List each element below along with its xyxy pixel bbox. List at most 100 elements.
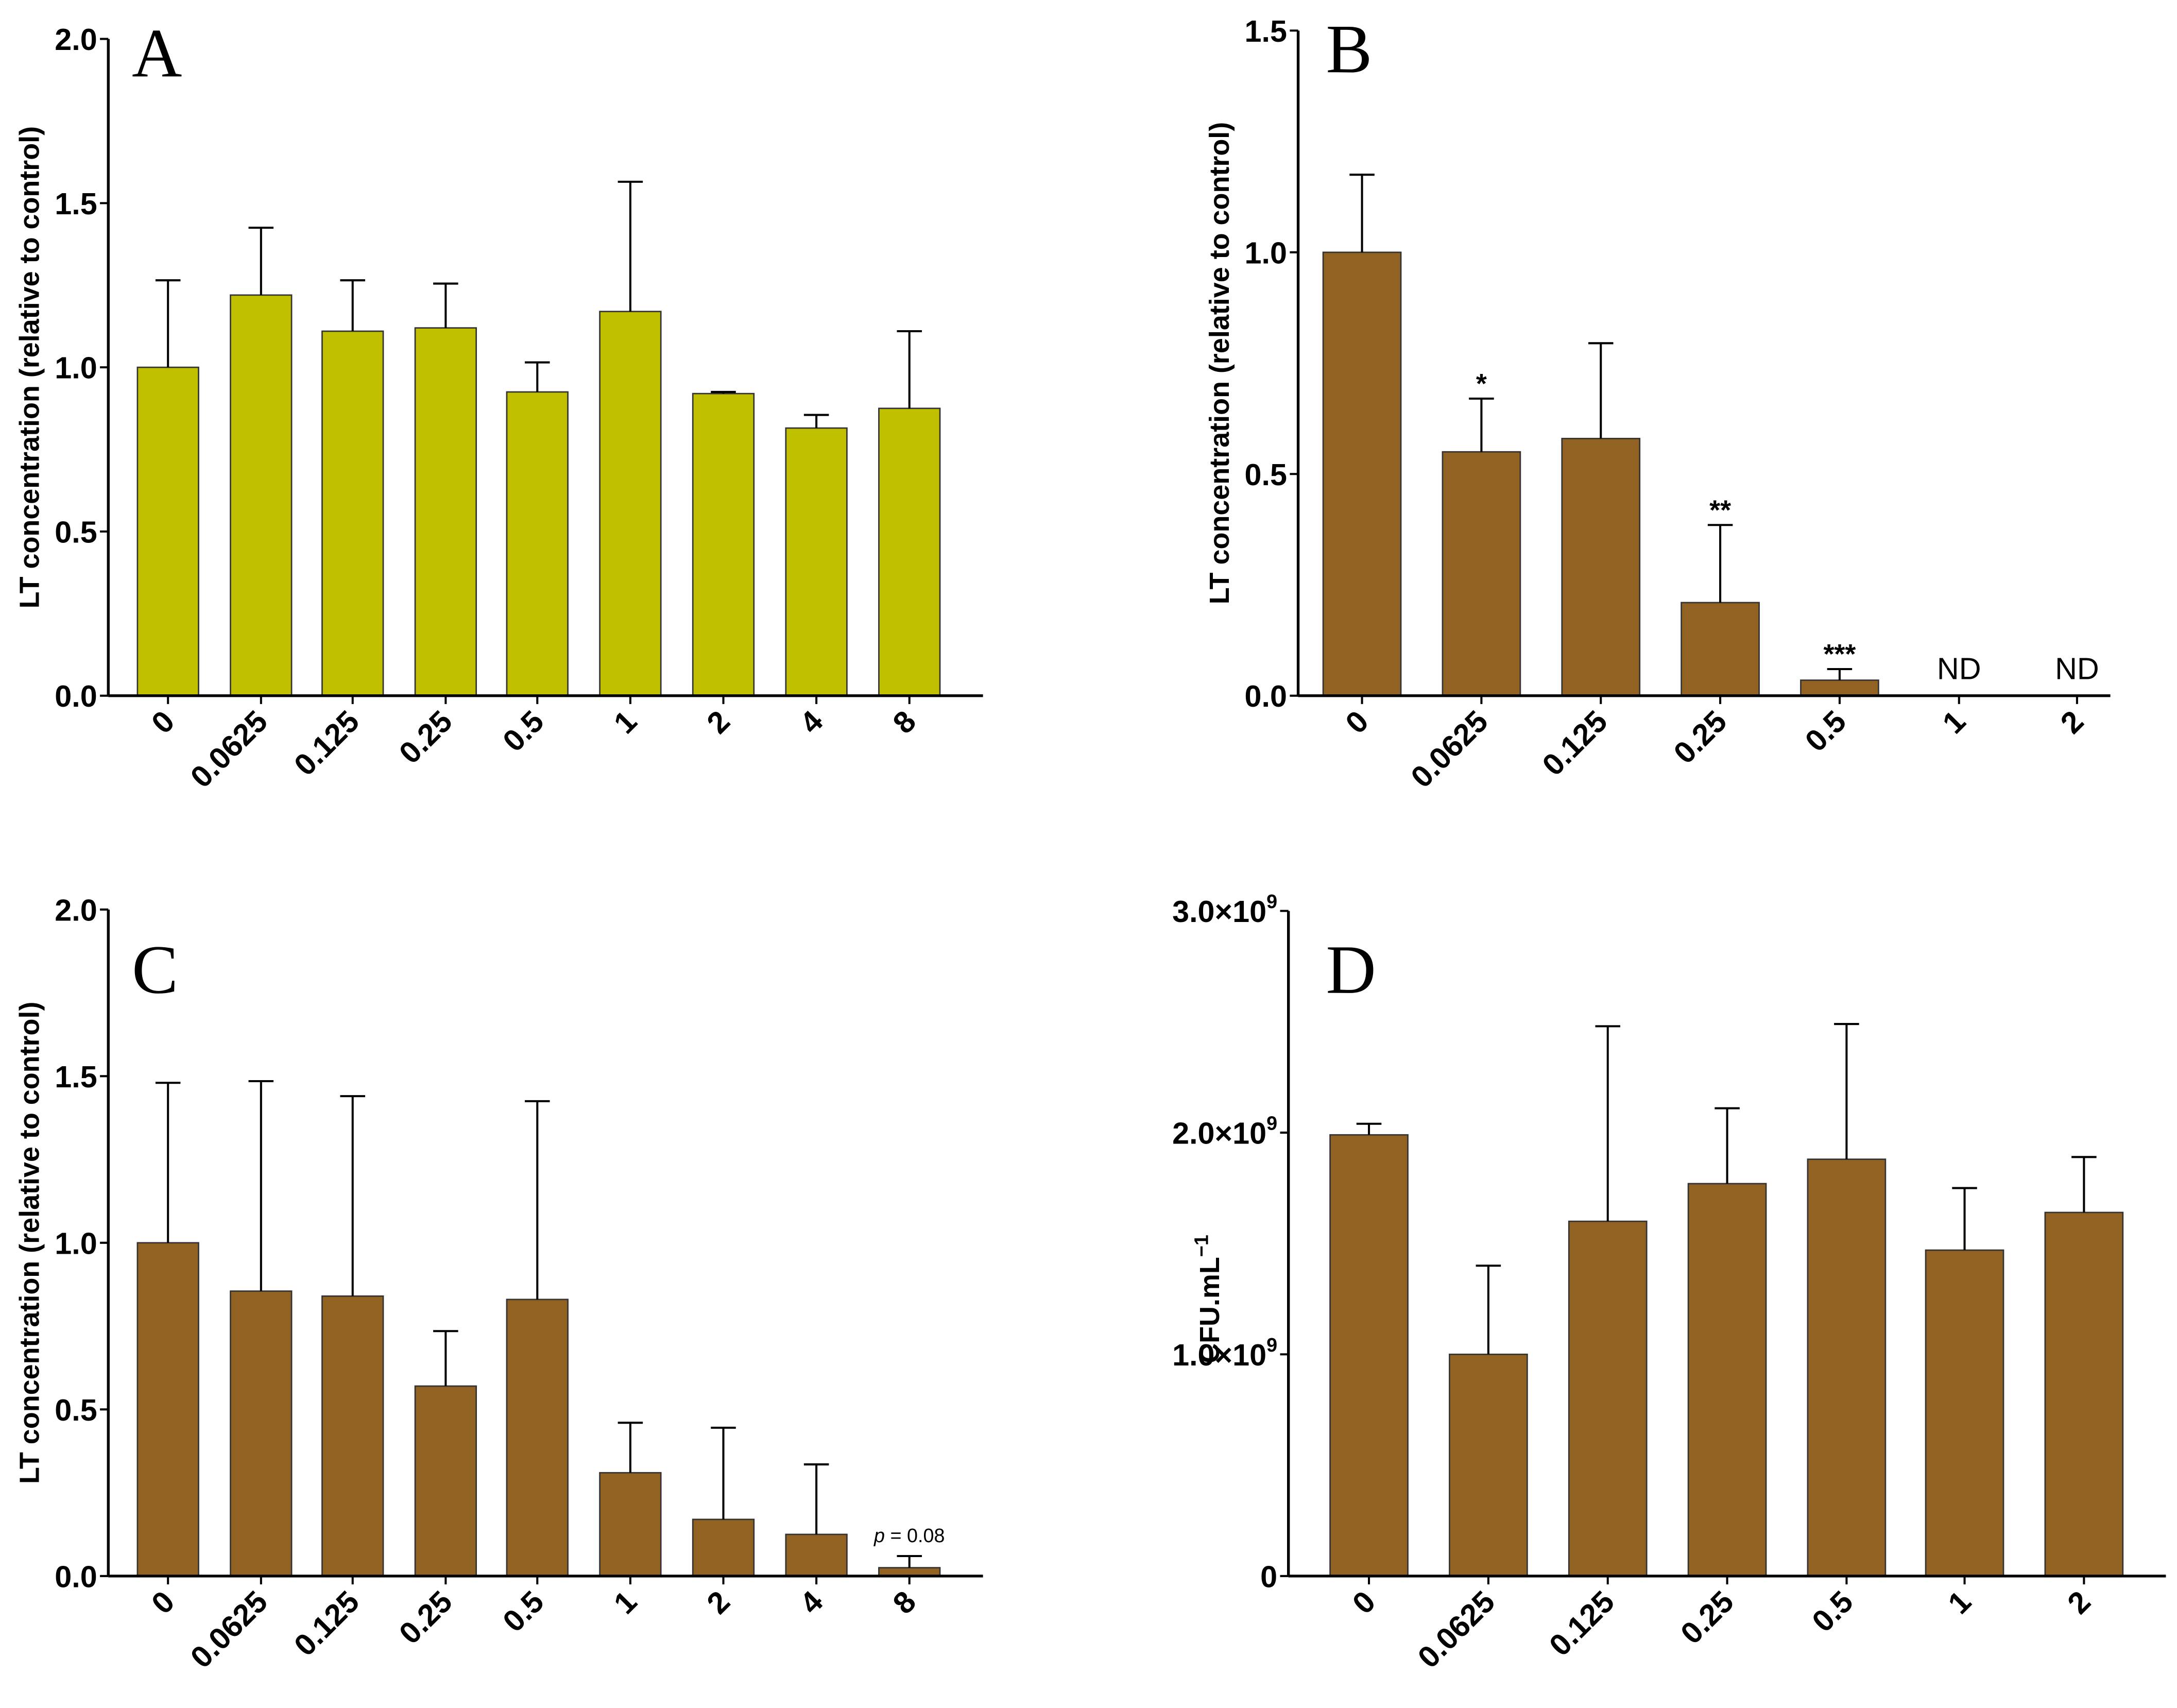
y-tick-text: 1.5 [55,186,97,221]
bar [692,1518,755,1577]
bar [414,327,477,697]
x-tick-label: 0.25 [392,704,459,770]
bar [599,311,662,697]
y-axis-label-text: LT concentration (relative to control) [14,1002,45,1484]
x-tick-label: 0.0625 [1404,704,1495,794]
y-tick-label: 2.0 [55,22,97,57]
y-tick-text: 0.0 [1245,679,1287,713]
bar [136,1242,199,1577]
x-tick-label: 0.5 [496,1584,551,1639]
y-axis-label-text: LT concentration (relative to control) [14,126,45,608]
x-tick-label: 0.125 [1542,1584,1621,1663]
y-axis-label: LT concentration (relative to control) [1204,122,1235,604]
nd-label: ND [2055,651,2099,686]
y-tick-text: 1.5 [1245,14,1287,48]
y-tick-label: 1.0 [55,351,97,385]
x-tick-label: 0.5 [1805,1584,1860,1639]
y-tick-text: 1.0 [55,351,97,385]
bar [692,392,755,697]
y-axis-label-exponent: −1 [1190,1235,1212,1257]
bar [785,1533,848,1577]
x-tick-label: 0 [145,1584,181,1621]
y-axis-label: CFU.mL−1 [1190,1235,1225,1363]
y-tick-label: 1.0 [55,1226,97,1260]
y-tick-text: 1.5 [55,1060,97,1094]
panel-label: C [132,932,178,1009]
bar [506,1299,569,1577]
x-tick-label: 2 [700,704,736,740]
x-tick-label: 0.0625 [1411,1584,1502,1675]
x-tick-label: 0.0625 [184,1584,275,1675]
bar [1681,602,1760,697]
x-tick-label: 1 [1935,704,1972,740]
x-tick-label: 0.25 [1667,704,1733,770]
x-tick-label: 0.125 [287,704,366,782]
bar [1925,1249,2004,1577]
x-tick-label: 8 [886,704,922,740]
y-tick-text: 2.0 [55,893,97,927]
bar [1807,1158,1887,1577]
y-tick-label: 1.5 [1245,14,1287,48]
bar [230,294,293,697]
x-tick-label: 0 [145,704,181,740]
x-tick-label: 0 [1346,1584,1382,1621]
y-tick-label: 1.0 [1245,235,1287,270]
y-tick-label: 2.0×109 [1172,1113,1277,1151]
x-tick-label: 0.5 [1798,704,1853,758]
y-tick-text: 0 [1260,1559,1277,1594]
x-tick-label: 8 [886,1584,922,1621]
nd-label: ND [1937,651,1981,686]
panel-label: D [1326,932,1376,1009]
bar [1800,679,1879,697]
panel-A: A 0 0.0625 0.125 0.25 0.5 1 2 4 8 0.0 0.5 1.0 1.5 2.0 L… [14,15,983,794]
p-symbol: p [873,1525,885,1546]
bar [321,1295,384,1577]
x-tick-label: 0.125 [287,1584,366,1663]
y-tick-exponent: 9 [1266,1334,1277,1356]
p-value-label: p = 0.08 [873,1525,945,1546]
y-tick-label: 0.0 [55,1559,97,1594]
y-tick-text: 2.0×10 [1172,1116,1266,1151]
bar [506,391,569,697]
x-tick-label: 0.0625 [184,704,275,794]
x-tick-label: 1 [607,1584,644,1621]
x-tick-label: 0.5 [496,704,551,758]
y-tick-text: 0.0 [55,1559,97,1594]
y-tick-label: 1.5 [55,1060,97,1094]
y-tick-text: 0.0 [55,679,97,713]
x-tick-label: 2 [2054,704,2090,740]
x-tick-label: 4 [793,1584,830,1621]
y-tick-label: 1.5 [55,186,97,221]
bar [1322,251,1402,697]
y-tick-text: 0.5 [55,1393,97,1427]
x-tick-label: 2 [2061,1584,2097,1621]
panel-label: A [132,15,182,92]
p-value: = 0.08 [885,1525,945,1546]
bar [2044,1211,2124,1577]
y-tick-exponent: 9 [1266,1113,1277,1134]
bar [230,1290,293,1577]
y-tick-text: 0.5 [1245,457,1287,492]
y-tick-label: 0.5 [55,1393,97,1427]
y-tick-label: 0.5 [55,515,97,549]
x-tick-label: 0 [1339,704,1375,740]
bar [414,1385,477,1577]
y-tick-text: 0.5 [55,515,97,549]
x-tick-label: 2 [700,1584,736,1621]
significance-marker: * [1476,368,1487,399]
x-tick-label: 0.125 [1535,704,1614,782]
bar [1687,1183,1767,1577]
y-axis-label: LT concentration (relative to control) [14,1002,45,1484]
bar [1568,1220,1648,1577]
y-tick-label: 2.0 [55,893,97,927]
bar [1329,1134,1409,1577]
y-tick-text: 1.0 [55,1226,97,1260]
y-tick-label: 0.0 [55,679,97,713]
bar [1449,1354,1528,1577]
y-tick-label: 1.0×109 [1172,1334,1277,1372]
y-axis-label: LT concentration (relative to control) [14,126,45,608]
significance-marker: *** [1823,639,1856,670]
panel-B: B 0 * 0.0625 0.125 ** 0.25 *** 0.5 ND 1 ND 2 0.0 0.5 1.… [1204,11,2111,794]
y-tick-text: 1.0×10 [1172,1338,1266,1372]
y-tick-label: 0.5 [1245,457,1287,492]
